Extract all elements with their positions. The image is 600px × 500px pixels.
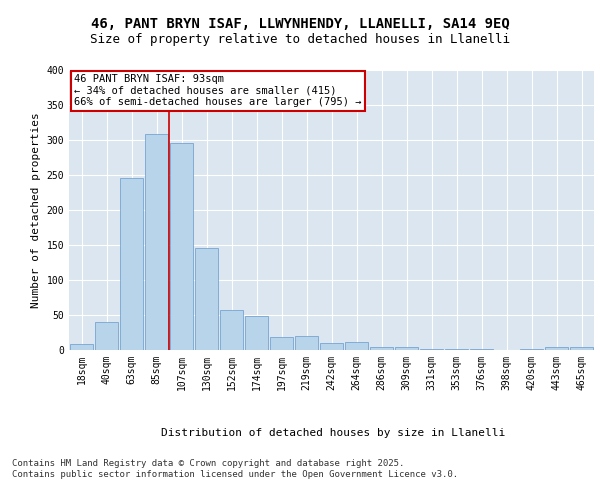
Bar xyxy=(95,322,118,350)
Text: Contains HM Land Registry data © Crown copyright and database right 2025.: Contains HM Land Registry data © Crown c… xyxy=(12,458,404,468)
Bar xyxy=(170,143,193,350)
Bar xyxy=(420,348,443,350)
Bar xyxy=(570,347,593,350)
Bar xyxy=(220,310,243,350)
Text: Distribution of detached houses by size in Llanelli: Distribution of detached houses by size … xyxy=(161,428,505,438)
Y-axis label: Number of detached properties: Number of detached properties xyxy=(31,112,41,308)
Bar xyxy=(195,248,218,350)
Bar xyxy=(70,344,93,350)
Text: Contains public sector information licensed under the Open Government Licence v3: Contains public sector information licen… xyxy=(12,470,458,479)
Bar xyxy=(320,343,343,350)
Bar xyxy=(395,347,418,350)
Bar xyxy=(245,316,268,350)
Bar xyxy=(120,178,143,350)
Bar xyxy=(270,336,293,350)
Text: 46, PANT BRYN ISAF, LLWYNHENDY, LLANELLI, SA14 9EQ: 46, PANT BRYN ISAF, LLWYNHENDY, LLANELLI… xyxy=(91,18,509,32)
Text: 46 PANT BRYN ISAF: 93sqm
← 34% of detached houses are smaller (415)
66% of semi-: 46 PANT BRYN ISAF: 93sqm ← 34% of detach… xyxy=(74,74,362,108)
Bar xyxy=(545,347,568,350)
Text: Size of property relative to detached houses in Llanelli: Size of property relative to detached ho… xyxy=(90,32,510,46)
Bar xyxy=(445,348,468,350)
Bar xyxy=(520,348,543,350)
Bar xyxy=(145,134,168,350)
Bar xyxy=(370,346,393,350)
Bar xyxy=(295,336,318,350)
Bar xyxy=(345,342,368,350)
